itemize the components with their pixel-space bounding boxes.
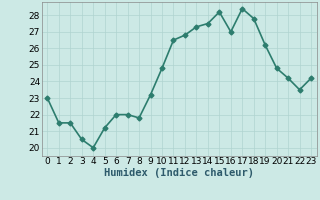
X-axis label: Humidex (Indice chaleur): Humidex (Indice chaleur) <box>104 168 254 178</box>
